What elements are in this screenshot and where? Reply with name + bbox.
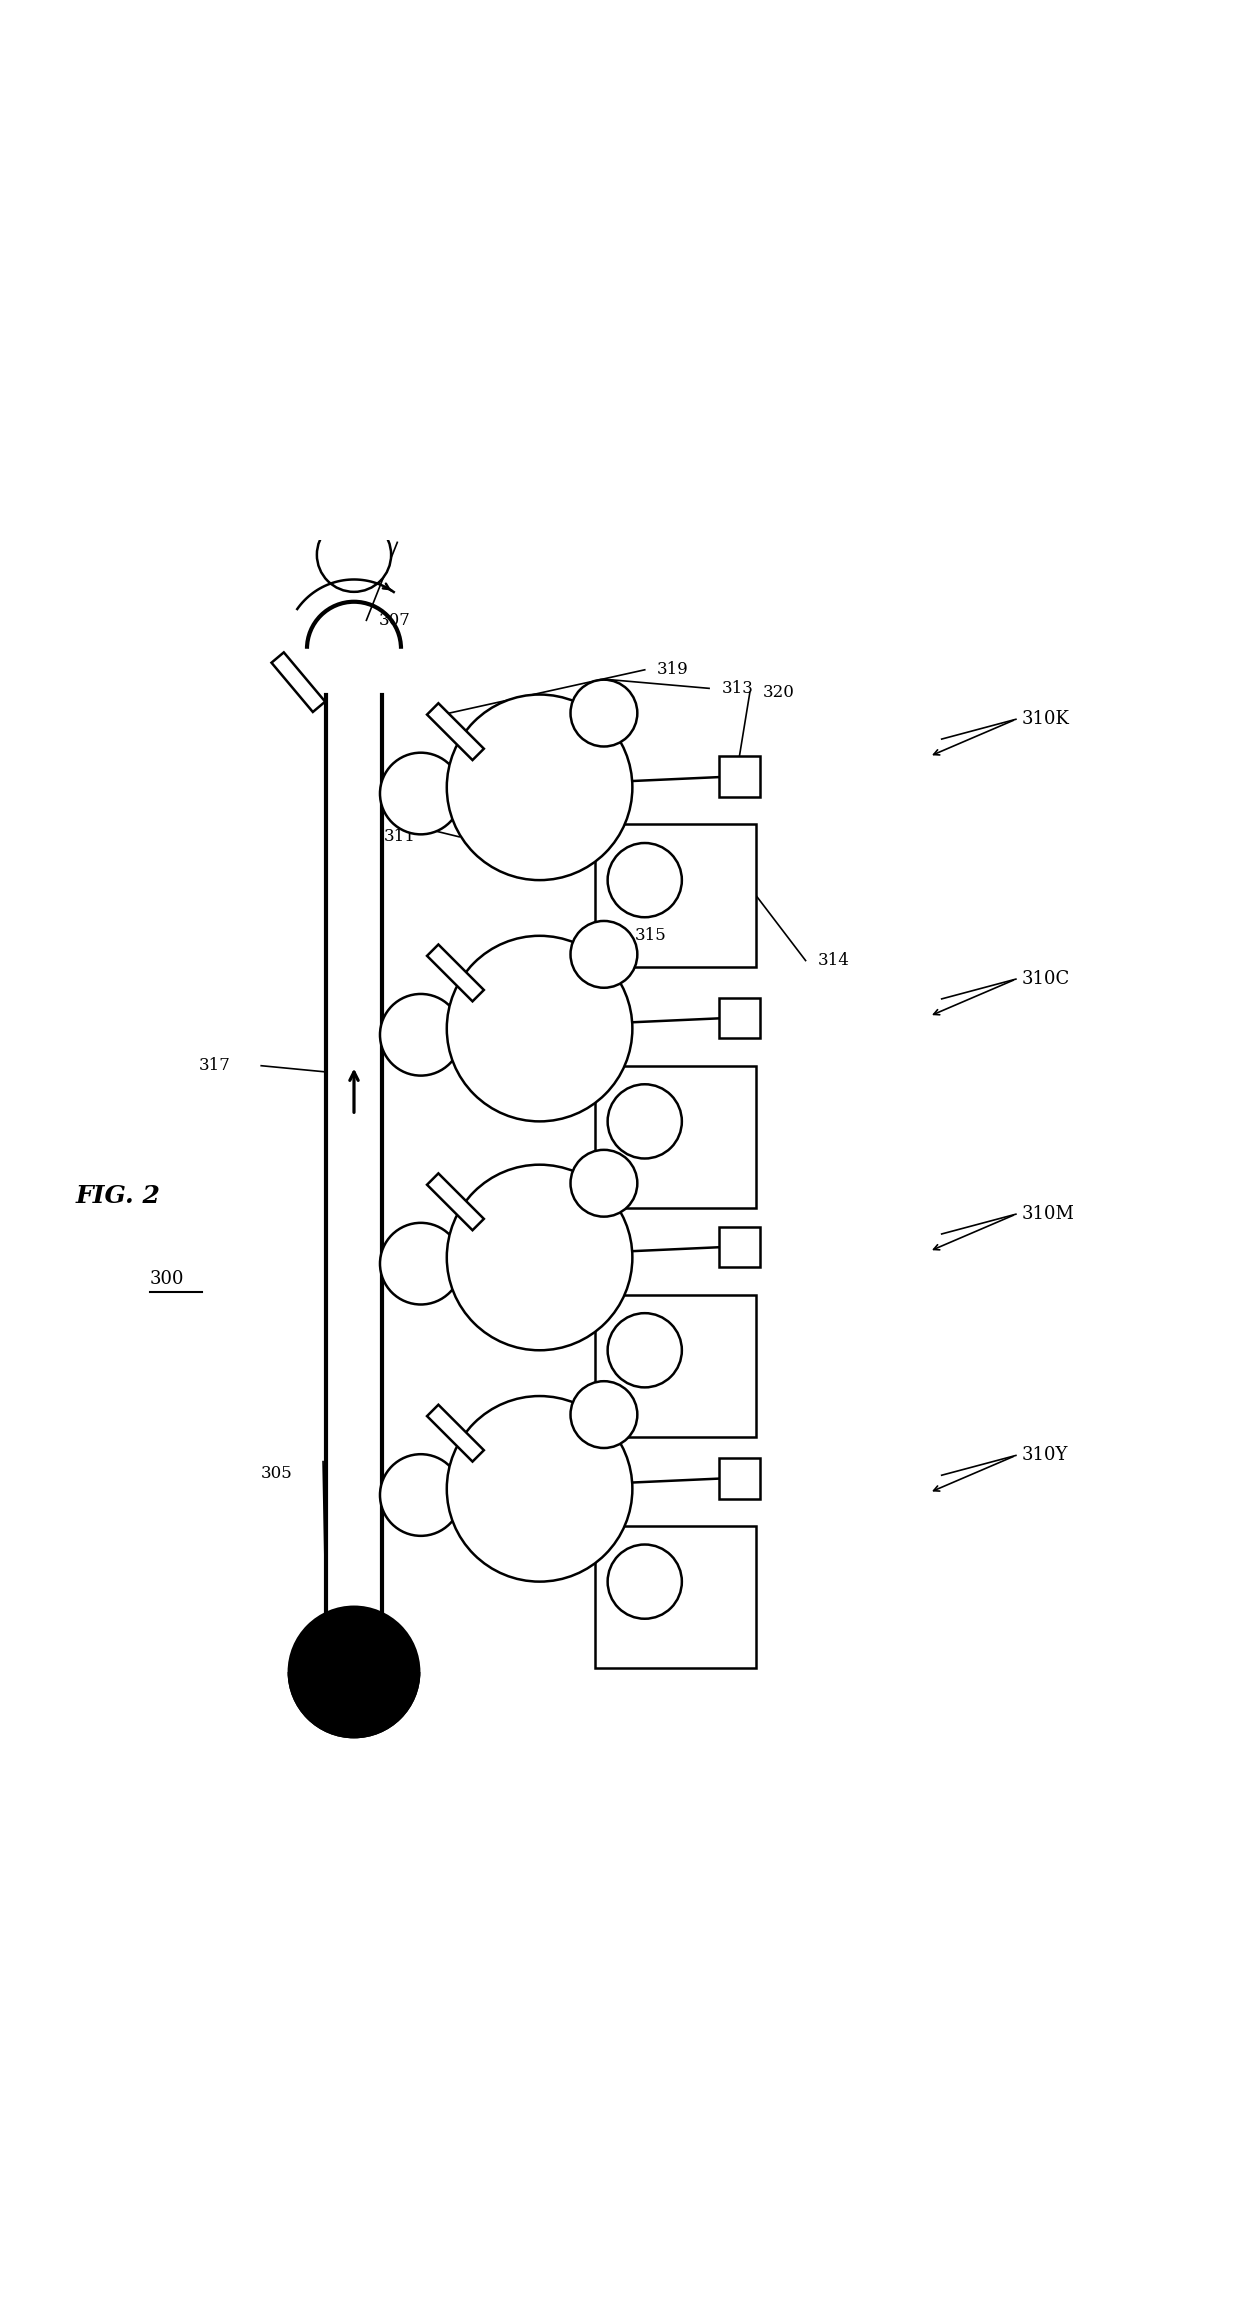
Bar — [595, 1295, 756, 1437]
Bar — [719, 1226, 760, 1267]
Circle shape — [446, 1397, 632, 1583]
Text: 314: 314 — [818, 952, 849, 969]
Circle shape — [379, 1455, 461, 1536]
Text: 310K: 310K — [1022, 711, 1070, 728]
Circle shape — [379, 753, 461, 834]
Text: 319: 319 — [657, 660, 689, 679]
Bar — [719, 999, 760, 1038]
Polygon shape — [427, 1404, 484, 1462]
Text: FIG. 2: FIG. 2 — [76, 1184, 160, 1207]
Text: 317: 317 — [198, 1057, 231, 1075]
Circle shape — [379, 1223, 461, 1304]
Bar — [595, 1066, 756, 1207]
Polygon shape — [427, 945, 484, 1001]
Circle shape — [570, 1381, 637, 1448]
Circle shape — [446, 1165, 632, 1351]
Bar — [595, 1527, 756, 1668]
Text: 313: 313 — [722, 679, 754, 697]
Text: 307: 307 — [378, 612, 410, 628]
Text: 310C: 310C — [1022, 971, 1070, 987]
Polygon shape — [427, 1172, 484, 1230]
Circle shape — [608, 1545, 682, 1620]
Polygon shape — [272, 653, 325, 711]
Circle shape — [290, 1608, 418, 1735]
Circle shape — [608, 1084, 682, 1158]
Bar — [595, 825, 756, 966]
Text: 300: 300 — [150, 1270, 185, 1288]
Text: 310Y: 310Y — [1022, 1446, 1069, 1464]
Circle shape — [446, 936, 632, 1121]
Text: 315: 315 — [635, 927, 667, 945]
Circle shape — [379, 994, 461, 1075]
Circle shape — [608, 843, 682, 918]
Bar — [719, 1457, 760, 1499]
Text: 310M: 310M — [1022, 1205, 1075, 1223]
Text: 311: 311 — [384, 827, 415, 846]
Circle shape — [446, 695, 632, 880]
Circle shape — [317, 517, 391, 591]
Bar — [719, 755, 760, 797]
Text: 320: 320 — [763, 684, 794, 700]
Circle shape — [570, 679, 637, 746]
Circle shape — [608, 1314, 682, 1388]
Circle shape — [570, 1149, 637, 1216]
Text: 305: 305 — [260, 1464, 293, 1483]
Circle shape — [570, 920, 637, 987]
Polygon shape — [427, 704, 484, 760]
